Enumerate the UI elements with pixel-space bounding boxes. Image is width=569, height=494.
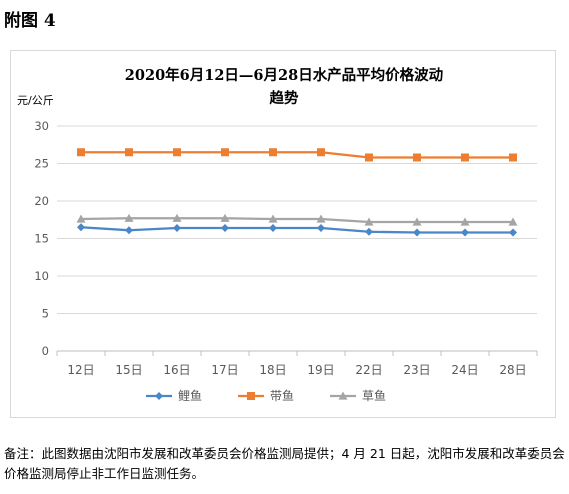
data-point: [461, 228, 469, 237]
chart-frame: 0 5 10 15 20 25 30 12日 15日 16日 17日 18日 19日 22日 23日 24日 2…: [10, 50, 556, 418]
x-tick-label: 16日: [163, 363, 190, 377]
data-point: [364, 217, 374, 226]
legend-swatch-marker: [338, 391, 348, 400]
axis-layer: 0 5 10 15 20 25 30 12日 15日 16日 17日 18日 19日 22日 23日 24日 2…: [34, 119, 538, 377]
data-point: [221, 148, 229, 157]
legend-swatch-marker: [155, 392, 163, 400]
data-point: [412, 217, 422, 226]
data-point: [268, 214, 278, 223]
legend-label: 带鱼: [270, 389, 294, 403]
data-point: [269, 224, 277, 232]
legend-label: 草鱼: [362, 389, 386, 403]
series-line: [81, 151, 513, 159]
data-point: [76, 214, 86, 223]
x-tick-label: 12日: [67, 363, 94, 377]
data-point: [509, 153, 517, 162]
page-heading: 附图 4: [4, 11, 56, 31]
series-1: [77, 223, 517, 237]
data-point: [317, 148, 325, 157]
data-point: [125, 226, 133, 235]
y-tick-label: 5: [42, 307, 49, 321]
x-tick-label: 18日: [259, 363, 286, 377]
series-3: [76, 213, 518, 226]
y-tick-label: 25: [34, 157, 49, 171]
grid-layer: [57, 125, 537, 314]
legend-item: 鲤鱼: [146, 389, 202, 403]
x-tick-label: 23日: [403, 363, 430, 377]
data-point: [269, 148, 277, 157]
legend-item: 草鱼: [330, 389, 386, 403]
series-line: [80, 226, 513, 234]
series-2: [77, 148, 517, 162]
y-tick-label: 10: [34, 269, 49, 283]
data-point: [413, 228, 421, 237]
series-line: [80, 217, 513, 224]
data-point: [77, 223, 85, 232]
x-tick-label: 22日: [355, 363, 382, 377]
data-point: [173, 224, 181, 232]
x-tick-label: 19日: [307, 363, 334, 377]
y-tick-label: 30: [34, 119, 49, 133]
data-point: [460, 217, 470, 226]
data-point: [461, 153, 469, 162]
data-point: [221, 224, 229, 232]
y-tick-label: 15: [34, 232, 49, 246]
data-point: [365, 153, 373, 162]
data-point: [77, 148, 85, 157]
data-point: [413, 153, 421, 162]
line-chart: 0 5 10 15 20 25 30 12日 15日 16日 17日 18日 19日 22日 23日 24日 2…: [17, 66, 538, 403]
y-unit-label: 元/公斤: [17, 94, 54, 107]
series-layer: [76, 148, 518, 237]
x-tick-label: 28日: [499, 363, 526, 377]
data-point: [316, 214, 326, 223]
chart-title-line2: 趋势: [270, 89, 299, 107]
x-tick-label: 15日: [115, 363, 142, 377]
y-tick-label: 20: [34, 194, 49, 208]
legend-swatch-marker: [247, 392, 255, 400]
footnote: 备注：此图数据由沈阳市发展和改革委员会价格监测局提供；4 月 21 日起，沈阳市…: [4, 446, 565, 481]
chart-title: 2020年6月12日—6月28日水产品平均价格波动: [125, 66, 443, 84]
legend-layer: 鲤鱼 带鱼 草鱼: [146, 389, 386, 403]
x-tick-label: 17日: [211, 363, 238, 377]
data-point: [124, 213, 134, 222]
y-tick-label: 0: [42, 344, 49, 358]
data-point: [125, 148, 133, 157]
data-point: [172, 213, 182, 222]
data-point: [509, 228, 517, 237]
data-point: [173, 148, 181, 157]
data-point: [220, 213, 230, 222]
data-point: [317, 224, 325, 232]
x-tick-label: 24日: [451, 363, 478, 377]
data-point: [365, 227, 373, 236]
legend-label: 鲤鱼: [178, 389, 202, 403]
legend-item: 带鱼: [238, 389, 294, 403]
data-point: [508, 217, 518, 226]
